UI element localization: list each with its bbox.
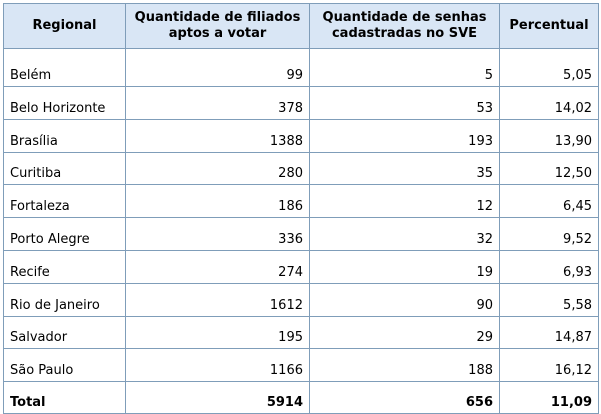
- cell-senhas: 90: [309, 282, 500, 317]
- table-row: Porto Alegre 336 32 9,52: [3, 217, 599, 251]
- cell-filiados: 336: [125, 217, 310, 251]
- table-row: Belém 99 5 5,05: [3, 48, 599, 87]
- cell-regional: Porto Alegre: [3, 217, 126, 251]
- cell-senhas: 12: [309, 184, 500, 219]
- cell-regional: Belo Horizonte: [3, 86, 126, 120]
- cell-senhas: 35: [309, 151, 500, 186]
- cell-filiados: 274: [125, 249, 310, 284]
- cell-percentual: 5,05: [499, 48, 599, 87]
- cell-filiados: 1166: [125, 348, 310, 383]
- table-row: Recife 274 19 6,93: [3, 249, 599, 284]
- cell-percentual: 5,58: [499, 282, 599, 317]
- cell-filiados: 378: [125, 86, 310, 120]
- cell-regional: Brasília: [3, 118, 126, 153]
- header-filiados: Quantidade de filiados aptos a votar: [125, 3, 310, 49]
- total-filiados: 5914: [125, 381, 310, 414]
- cell-filiados: 99: [125, 48, 310, 87]
- total-percentual: 11,09: [499, 381, 599, 414]
- cell-filiados: 186: [125, 184, 310, 219]
- cell-senhas: 5: [309, 48, 500, 87]
- cell-senhas: 53: [309, 86, 500, 120]
- table-row: Rio de Janeiro 1612 90 5,58: [3, 282, 599, 317]
- cell-regional: Fortaleza: [3, 184, 126, 219]
- header-row: Regional Quantidade de filiados aptos a …: [3, 3, 599, 49]
- cell-filiados: 195: [125, 315, 310, 350]
- header-senhas: Quantidade de senhas cadastradas no SVE: [309, 3, 500, 49]
- cell-senhas: 188: [309, 348, 500, 383]
- regional-table: Regional Quantidade de filiados aptos a …: [3, 3, 599, 414]
- total-label: Total: [3, 381, 126, 414]
- cell-regional: São Paulo: [3, 348, 126, 383]
- cell-percentual: 6,45: [499, 184, 599, 219]
- data-table-container: Regional Quantidade de filiados aptos a …: [3, 3, 599, 414]
- table-row: Salvador 195 29 14,87: [3, 315, 599, 350]
- cell-regional: Salvador: [3, 315, 126, 350]
- cell-filiados: 280: [125, 151, 310, 186]
- cell-filiados: 1612: [125, 282, 310, 317]
- cell-regional: Rio de Janeiro: [3, 282, 126, 317]
- cell-percentual: 13,90: [499, 118, 599, 153]
- cell-regional: Recife: [3, 249, 126, 284]
- cell-percentual: 9,52: [499, 217, 599, 251]
- total-senhas: 656: [309, 381, 500, 414]
- header-percentual: Percentual: [499, 3, 599, 49]
- cell-senhas: 32: [309, 217, 500, 251]
- cell-senhas: 193: [309, 118, 500, 153]
- cell-senhas: 29: [309, 315, 500, 350]
- cell-senhas: 19: [309, 249, 500, 284]
- total-row: Total 5914 656 11,09: [3, 381, 599, 414]
- table-row: Belo Horizonte 378 53 14,02: [3, 86, 599, 120]
- table-row: São Paulo 1166 188 16,12: [3, 348, 599, 383]
- table-row: Fortaleza 186 12 6,45: [3, 184, 599, 219]
- cell-percentual: 14,02: [499, 86, 599, 120]
- header-regional: Regional: [3, 3, 126, 49]
- cell-regional: Belém: [3, 48, 126, 87]
- cell-percentual: 14,87: [499, 315, 599, 350]
- cell-filiados: 1388: [125, 118, 310, 153]
- cell-percentual: 6,93: [499, 249, 599, 284]
- table-row: Brasília 1388 193 13,90: [3, 118, 599, 153]
- cell-percentual: 12,50: [499, 151, 599, 186]
- table-row: Curitiba 280 35 12,50: [3, 151, 599, 186]
- cell-regional: Curitiba: [3, 151, 126, 186]
- cell-percentual: 16,12: [499, 348, 599, 383]
